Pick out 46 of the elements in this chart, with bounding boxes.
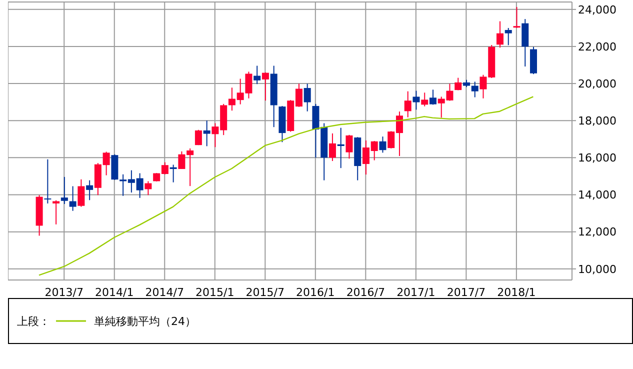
x-tick-label: 2018/1 [497,286,536,299]
y-tick-label: 22,000 [578,40,616,54]
candlestick [254,65,261,85]
candlestick [144,180,152,196]
y-tick-label: 16,000 [578,152,616,165]
candlestick [346,134,353,160]
candlestick [328,132,336,162]
candlestick [69,186,76,212]
candlestick [304,83,311,112]
candlestick [203,120,210,147]
y-tick-label: 24,000 [578,3,616,16]
candlestick [504,27,512,46]
candlestick [262,72,269,102]
candlestick [429,89,436,106]
y-tick-label: 18,000 [578,114,616,128]
candlestick [60,176,68,205]
legend-label: 単純移動平均（24） [94,314,196,328]
candlestick [379,136,386,154]
x-tick-label: 2015/1 [196,286,234,299]
candlestick [496,20,504,48]
x-tick-label: 2013/7 [44,286,84,299]
x-tick-label: 2017/1 [396,286,436,299]
candlestick [44,158,52,204]
x-tick-label: 2015/7 [246,286,284,299]
x-tick-label: 2014/7 [145,286,184,299]
candlestick [454,77,462,91]
y-tick-label: 20,000 [578,77,616,90]
candlestick [421,92,428,107]
candlestick [52,200,60,225]
candlestick [522,18,529,67]
candlestick [471,81,478,98]
x-tick-label: 2017/7 [446,286,486,299]
x-tick-label: 2014/1 [95,286,134,299]
candlestick [194,129,202,146]
x-tick-label: 2016/1 [296,286,335,299]
x-tick-label: 2016/7 [346,286,386,299]
legend-title: 上段： [17,314,50,328]
candlestick [404,90,412,118]
line-series [38,96,534,276]
candlestick [412,90,420,110]
y-tick-label: 14,000 [578,188,616,202]
y-tick-label: 12,000 [578,226,616,239]
candlestick [86,180,94,201]
y-tick-label: 10,000 [578,262,616,276]
candlestick [513,6,520,28]
candlestick [78,178,85,208]
